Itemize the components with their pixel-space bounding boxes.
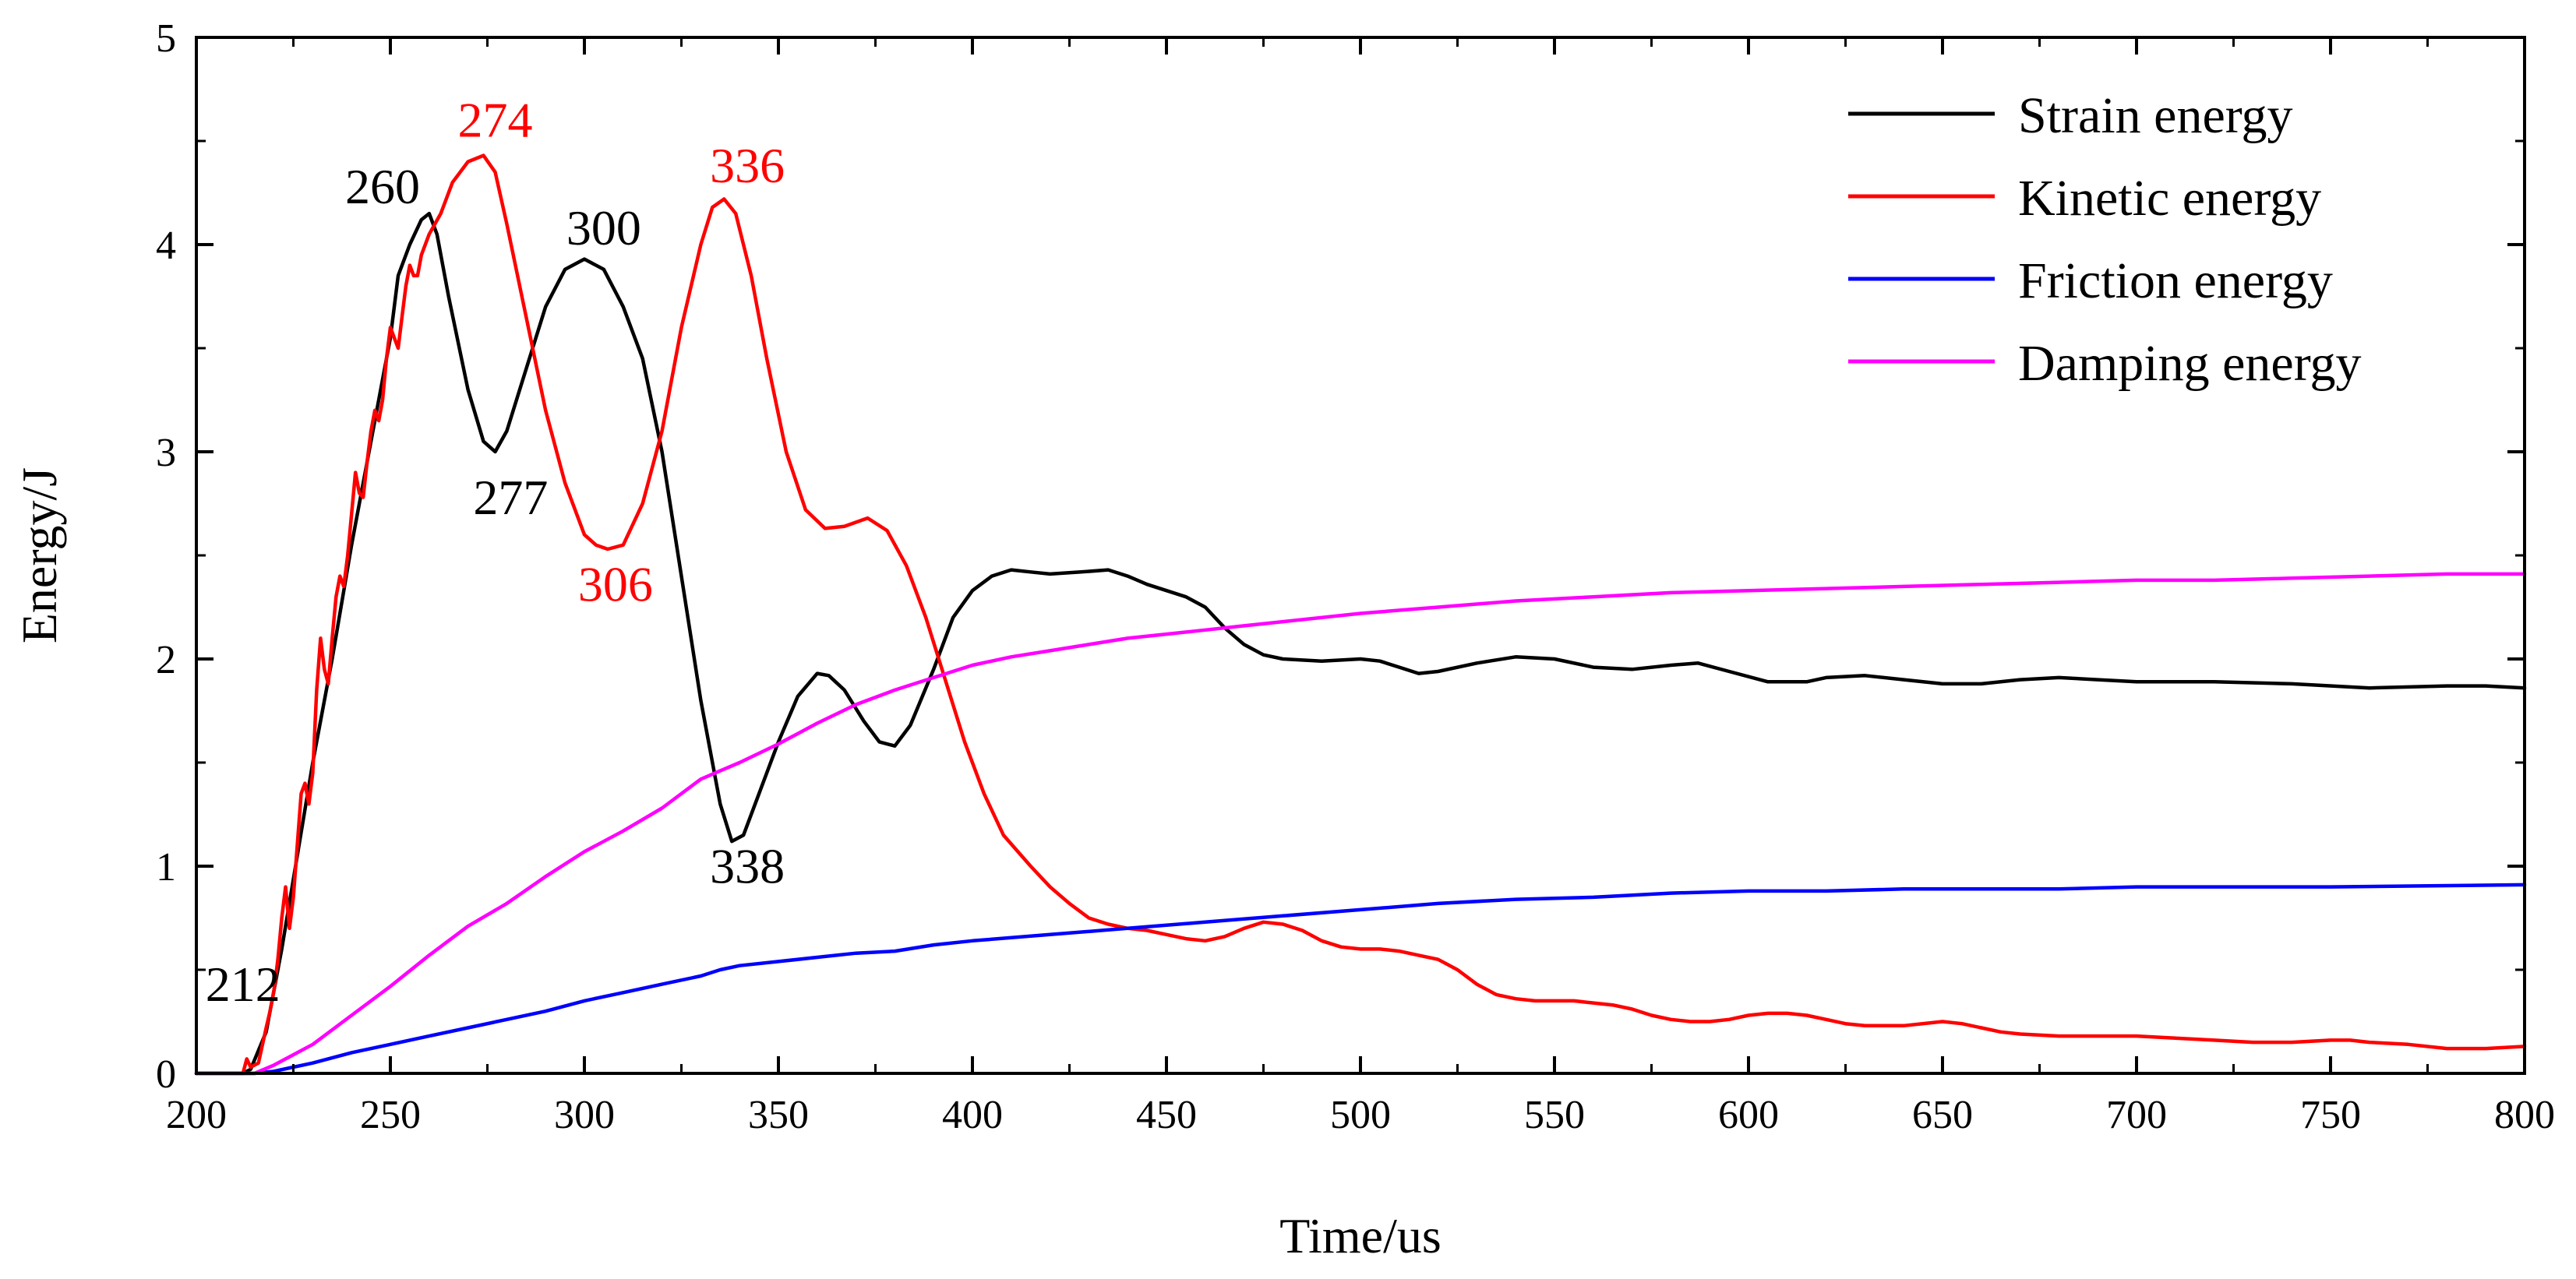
legend-label-damping: Damping energy xyxy=(2018,335,2362,392)
x-axis-title: Time/us xyxy=(1279,1208,1442,1263)
annotation-212: 212 xyxy=(206,957,281,1012)
x-tick-label: 350 xyxy=(748,1093,809,1137)
annotation-306: 306 xyxy=(578,557,653,612)
x-tick-label: 300 xyxy=(554,1093,615,1137)
series-line-friction-energy xyxy=(194,883,2527,1076)
legend: Strain energy Kinetic energy Friction en… xyxy=(1848,87,2362,392)
legend-label-friction: Friction energy xyxy=(2018,252,2333,309)
series-line-strain-energy xyxy=(194,211,2527,1076)
x-tick-label: 650 xyxy=(1912,1093,1973,1137)
y-tick-label: 2 xyxy=(156,638,176,682)
x-tick-label: 750 xyxy=(2300,1093,2361,1137)
y-axis-title: Energy/J xyxy=(12,467,67,643)
annotation-338: 338 xyxy=(710,838,785,893)
x-tick-label: 400 xyxy=(942,1093,1003,1137)
y-tick-label: 5 xyxy=(156,16,176,61)
legend-label-kinetic: Kinetic energy xyxy=(2018,170,2321,227)
x-tick-label: 800 xyxy=(2494,1093,2555,1137)
x-tick-label: 450 xyxy=(1136,1093,1197,1137)
x-tick-label: 250 xyxy=(360,1093,421,1137)
annotation-277: 277 xyxy=(473,470,548,525)
series-layer xyxy=(194,153,2527,1076)
series-line-damping-energy xyxy=(194,572,2527,1076)
y-tick-label: 1 xyxy=(156,845,176,890)
x-tick-label: 700 xyxy=(2106,1093,2167,1137)
y-tick-label: 3 xyxy=(156,431,176,475)
annotation-260: 260 xyxy=(345,159,420,214)
x-tick-label: 500 xyxy=(1330,1093,1391,1137)
annotation-300: 300 xyxy=(566,200,641,255)
y-tick-label: 4 xyxy=(156,224,176,268)
x-tick-label: 550 xyxy=(1524,1093,1585,1137)
annotation-274: 274 xyxy=(457,93,532,148)
legend-label-strain: Strain energy xyxy=(2018,87,2293,144)
annotation-336: 336 xyxy=(710,138,785,193)
tick-layer: 200 250 300 350 400 450 500 550 600 650 700 750 800 0… xyxy=(156,16,2555,1137)
y-tick-label: 0 xyxy=(156,1052,176,1097)
x-tick-label: 200 xyxy=(166,1093,227,1137)
annotation-layer: 212 260 274 300 336 277 306 338 xyxy=(206,93,785,1012)
x-tick-label: 600 xyxy=(1718,1093,1779,1137)
series-line-kinetic-energy xyxy=(194,153,2527,1076)
